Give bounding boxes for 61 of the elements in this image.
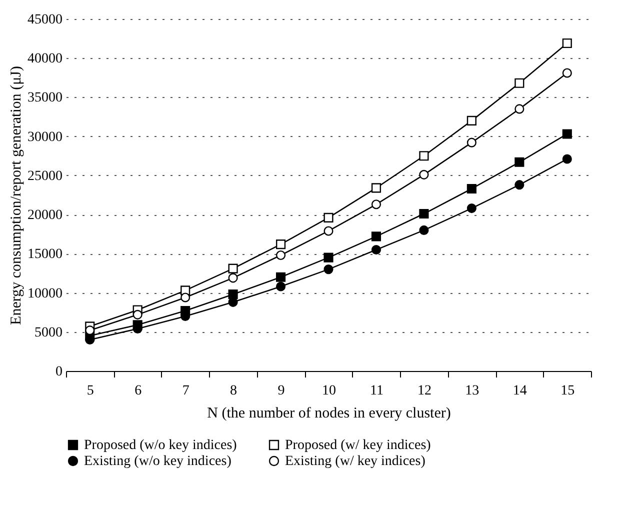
- y-tick-label: 20000: [28, 208, 62, 224]
- x-tick-label: 6: [134, 384, 142, 398]
- point: [371, 232, 382, 242]
- y-tick-label: 30000: [28, 130, 62, 145]
- y-tick-label: 5000: [34, 325, 62, 340]
- point: [371, 183, 382, 193]
- x-tick-label: 12: [417, 384, 432, 398]
- point: [466, 116, 476, 126]
- point: [132, 310, 142, 320]
- point: [324, 252, 334, 262]
- point: [419, 170, 429, 180]
- x-tick-label: 9: [278, 384, 285, 398]
- legend-label: Proposed (w/o key indices): [84, 438, 238, 453]
- point: [562, 154, 572, 164]
- x-tick-label: 8: [230, 384, 238, 398]
- point: [466, 204, 476, 214]
- legend-label: Existing (w/ key indices): [285, 454, 426, 469]
- point: [514, 78, 524, 88]
- x-tick-label: 5: [86, 384, 94, 398]
- y-axis-title: Energy consumption/report generation (μJ): [8, 66, 24, 325]
- point: [419, 151, 429, 161]
- y-tick-label: 45000: [28, 12, 62, 28]
- x-tick-label: 7: [182, 384, 190, 398]
- point: [85, 326, 95, 336]
- y-tick-label: 25000: [28, 168, 62, 184]
- point: [180, 292, 190, 302]
- x-tick-label: 10: [322, 384, 336, 398]
- y-tick-label: 40000: [28, 52, 62, 67]
- point: [371, 244, 382, 255]
- x-tick-label: 14: [512, 384, 527, 398]
- point: [514, 104, 524, 114]
- point: [562, 68, 572, 78]
- point: [371, 200, 382, 210]
- y-tick-label: 0: [56, 364, 62, 380]
- point: [276, 282, 286, 292]
- point: [276, 272, 286, 282]
- legend-label: Existing (w/o key indices): [84, 454, 232, 469]
- point: [228, 273, 238, 283]
- point: [324, 212, 334, 222]
- point: [466, 184, 476, 194]
- point: [466, 138, 476, 148]
- x-axis-title: N (the number of nodes in every cluster): [207, 406, 451, 422]
- point: [276, 250, 286, 260]
- y-tick-label: 35000: [28, 90, 62, 106]
- y-tick-label: 15000: [28, 247, 62, 262]
- x-tick-label: 11: [370, 384, 384, 398]
- point: [562, 129, 572, 139]
- point: [228, 290, 238, 300]
- point: [228, 264, 238, 274]
- point: [562, 38, 572, 48]
- legend-label: Proposed (w/ key indices): [285, 438, 432, 453]
- x-tick-label: 15: [560, 384, 575, 398]
- point: [419, 208, 429, 219]
- point: [324, 226, 334, 236]
- x-tick-label: 13: [465, 384, 480, 398]
- point: [276, 239, 286, 250]
- point: [324, 264, 334, 274]
- point: [514, 180, 524, 190]
- y-tick-label: 10000: [28, 286, 62, 302]
- point: [419, 225, 429, 235]
- point: [514, 157, 524, 167]
